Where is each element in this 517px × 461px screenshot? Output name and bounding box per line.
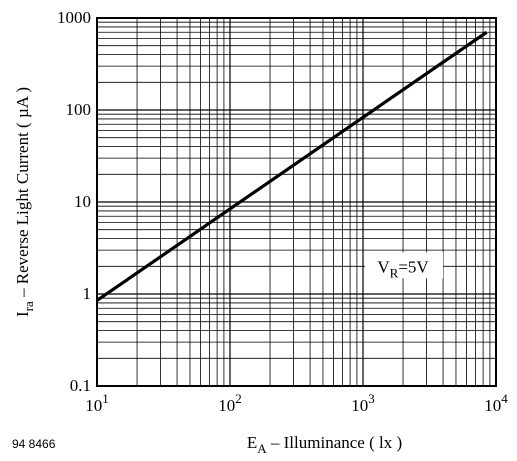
annotation-background: [365, 252, 444, 279]
x-tick-label: 103: [351, 391, 375, 415]
x-axis-label: EA – Illuminance ( lx ): [247, 433, 402, 456]
grid-lines: [97, 18, 496, 386]
plot-frame: [96, 17, 497, 387]
x-tick-label: 102: [218, 391, 242, 415]
y-tick-label: 0.1: [70, 376, 91, 395]
series-layer: [96, 30, 488, 302]
tick-labels: 0.1 1 10 100 1000 101 102 103 104: [57, 8, 508, 415]
y-tick-label: 1: [83, 284, 92, 303]
y-tick-label: 100: [66, 100, 92, 119]
series-line: [96, 30, 488, 302]
x-tick-label: 101: [85, 391, 109, 415]
y-tick-label: 10: [74, 192, 91, 211]
x-tick-label: 104: [484, 391, 508, 415]
annotation-label: VR=5V: [377, 257, 429, 280]
y-tick-label: 1000: [57, 8, 91, 27]
annotations: VR=5V: [365, 252, 444, 280]
figure-id: 94 8466: [12, 437, 56, 451]
y-axis-label: Ira – Reverse Light Current ( µA ): [13, 87, 36, 317]
